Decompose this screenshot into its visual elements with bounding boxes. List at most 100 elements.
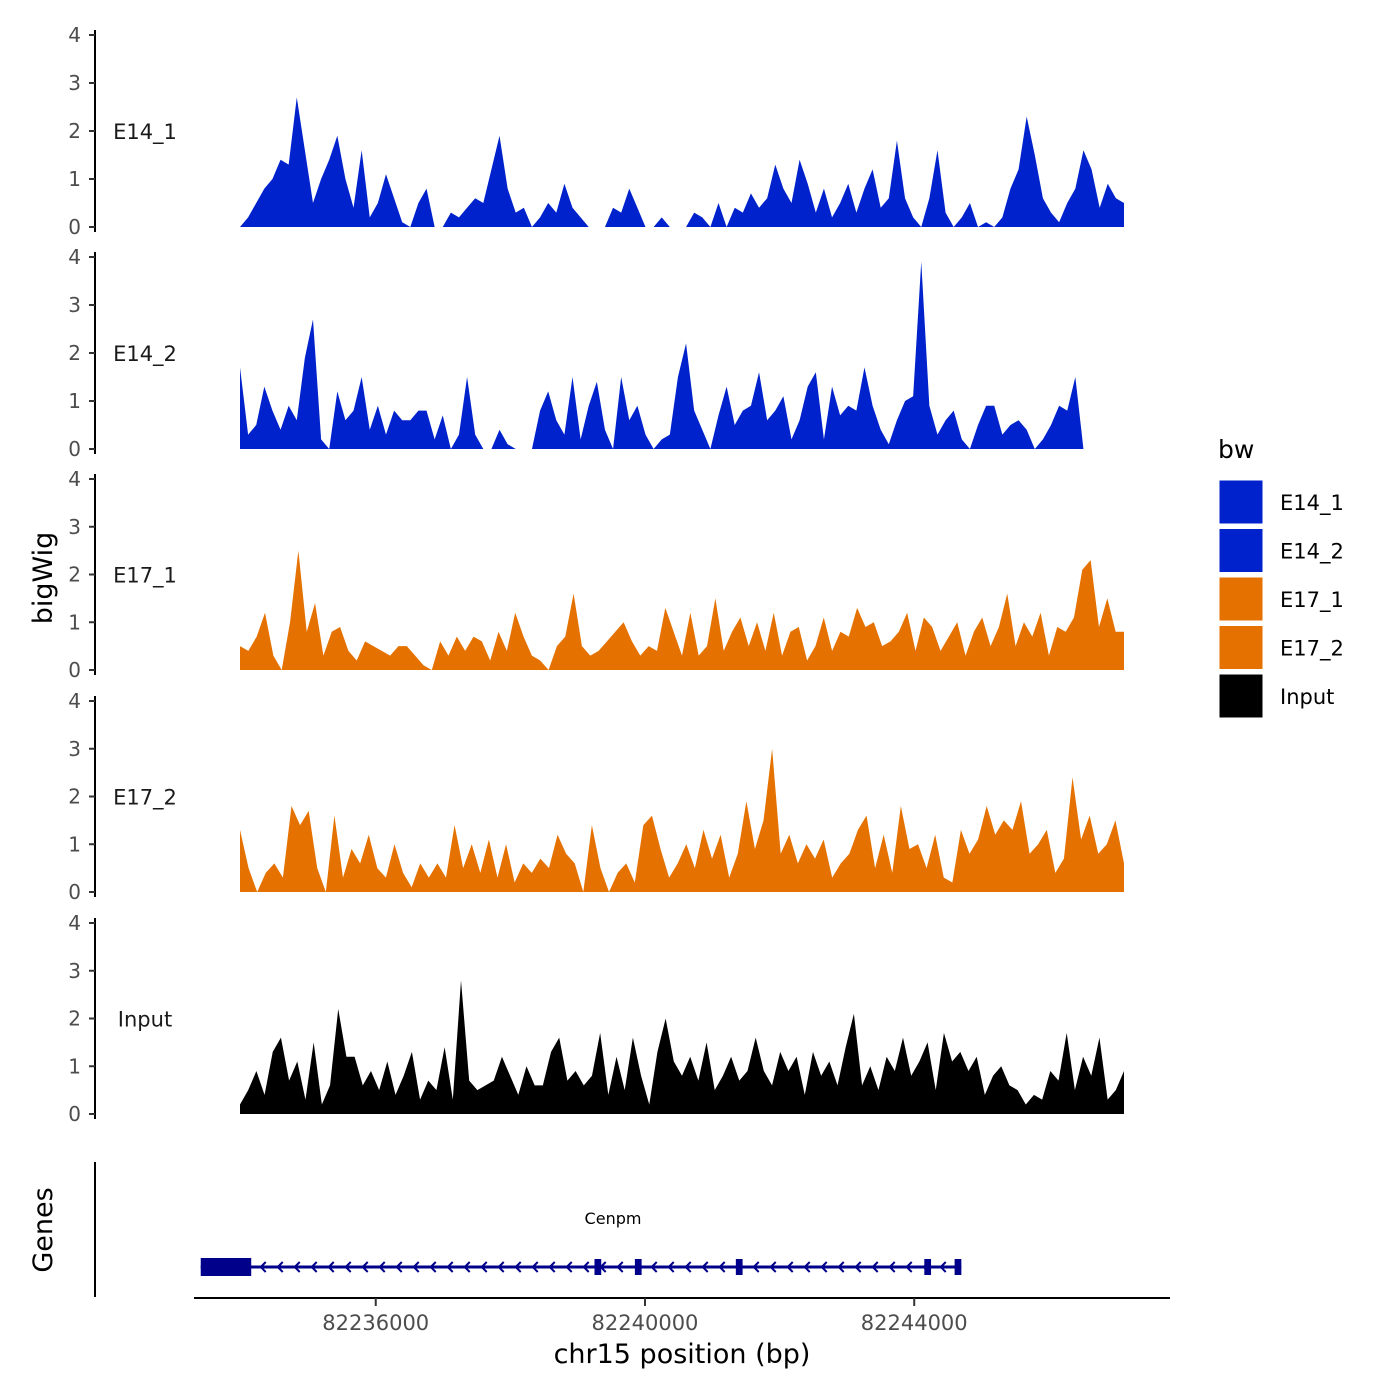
x-tick-label: 82244000 [861,1311,968,1335]
track-label: E14_2 [113,342,177,367]
y-tick-label: 2 [68,563,81,587]
strand-arrow [429,1261,437,1273]
legend-item: E14_1 [1218,479,1344,525]
y-tick-label: 2 [68,1007,81,1031]
strand-arrow [463,1261,471,1273]
y-tick-label: 4 [68,467,81,491]
legend-swatch [1218,576,1264,622]
signal-area [240,97,1124,228]
strand-arrow [565,1261,573,1273]
strand-arrow [854,1261,862,1273]
strand-arrow [497,1261,505,1273]
strand-arrow [803,1261,811,1273]
genes-track-title: Genes [28,1187,59,1272]
signal-area [240,980,1124,1114]
strand-arrow [888,1261,896,1273]
gene-exon [200,1258,252,1276]
y-tick-label: 3 [68,71,81,95]
strand-arrow [344,1261,352,1273]
legend: bw E14_1 E14_2 E17_1 E17_2 Input [1218,435,1344,719]
strand-arrow [667,1261,675,1273]
strand-arrow [769,1261,777,1273]
legend-label: Input [1280,685,1334,709]
y-tick-label: 4 [68,245,81,269]
gene-model [200,1258,962,1276]
strand-arrow [582,1261,590,1273]
y-tick-label: 1 [68,610,81,634]
track-e17-2: 0 1 2 3 4 E17_2 [68,689,1124,904]
legend-swatch [1218,528,1264,573]
y-tick-label: 0 [68,1102,81,1126]
legend-label: E14_1 [1280,491,1344,516]
strand-arrow [395,1261,403,1273]
y-tick-label: 4 [68,911,81,935]
gene-exon [924,1259,932,1275]
track-label: E17_1 [113,564,177,589]
strand-arrow [718,1261,726,1273]
strand-arrow [293,1261,301,1273]
legend-item: Input [1218,673,1334,719]
strand-arrow [310,1261,318,1273]
legend-swatch [1218,479,1264,525]
track-label: E14_1 [113,120,177,145]
legend-items: E14_1 E14_2 E17_1 E17_2 Input [1218,479,1344,719]
strand-arrow [480,1261,488,1273]
y-tick-label: 3 [68,959,81,983]
y-tick-label: 3 [68,737,81,761]
track-e14-2: 0 1 2 3 4 E14_2 [68,245,1124,461]
y-tick-label: 0 [68,880,81,904]
strand-arrow [531,1261,539,1273]
y-tick-label: 4 [68,689,81,713]
strand-arrow [327,1261,335,1273]
y-tick-label: 2 [68,341,81,365]
strand-arrow [446,1261,454,1273]
y-axis-title: bigWig [28,532,59,625]
y-tick-label: 1 [68,1054,81,1078]
legend-item: E17_2 [1218,625,1344,670]
strand-arrow [684,1261,692,1273]
gene-exon [594,1259,602,1275]
gene-exon [954,1259,962,1275]
y-tick-label: 1 [68,389,81,413]
gene-label: Cenpm [585,1209,642,1228]
strand-arrow [752,1261,760,1273]
x-tick-label: 82240000 [592,1311,699,1335]
track-label: Input [118,1008,172,1032]
strand-arrow [837,1261,845,1273]
x-axis: 82236000 82240000 82244000 chr15 position … [194,1297,1170,1370]
x-tick-label: 82236000 [322,1311,429,1335]
strand-arrow [548,1261,556,1273]
y-tick-label: 2 [68,119,81,143]
legend-label: E17_1 [1280,588,1344,613]
track-input: 0 1 2 3 4 Input [68,911,1124,1126]
track-e14-1: 0 1 2 3 4 E14_1 [68,23,1124,239]
strand-arrow [361,1261,369,1273]
legend-label: E14_2 [1280,540,1344,565]
strand-arrow [871,1261,879,1273]
strand-arrow [786,1261,794,1273]
strand-arrow [259,1261,267,1273]
legend-label: E17_2 [1280,637,1344,662]
signal-tracks: 0 1 2 3 4 E14_1 0 1 2 3 4 E14_2 0 1 2 3 4 E17_1 0 1 2 3 4 E17_2… [68,23,1124,1126]
y-tick-label: 3 [68,515,81,539]
gene-exon [735,1259,743,1275]
y-tick-label: 2 [68,785,81,809]
y-tick-label: 0 [68,437,81,461]
strand-arrow [939,1261,947,1273]
signal-area [240,261,1124,449]
strand-arrow [514,1261,522,1273]
legend-swatch [1218,673,1264,719]
legend-item: E14_2 [1218,528,1344,573]
track-e17-1: 0 1 2 3 4 E17_1 [68,467,1124,682]
legend-item: E17_1 [1218,576,1344,622]
x-axis-title: chr15 position (bp) [554,1339,811,1370]
legend-title: bw [1218,435,1254,464]
y-tick-label: 3 [68,293,81,317]
y-tick-label: 4 [68,23,81,47]
legend-swatch [1218,625,1264,670]
y-tick-label: 1 [68,167,81,191]
y-tick-label: 0 [68,215,81,239]
x-ticks: 82236000 82240000 82244000 [322,1298,968,1335]
signal-area [240,748,1124,892]
